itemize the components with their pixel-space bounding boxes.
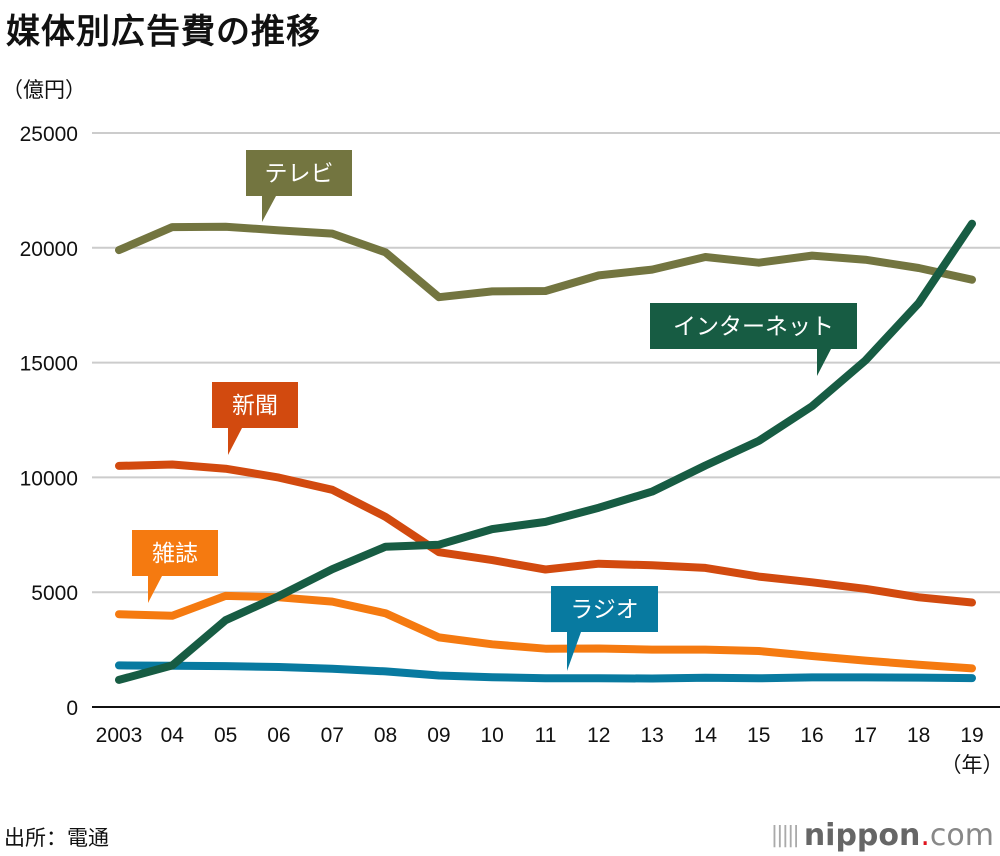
nippon-com-logo: ||||| nippon.com: [770, 818, 994, 853]
source-note: 出所：電通: [4, 826, 109, 850]
x-tick-label: 14: [694, 724, 718, 747]
callout-box: [246, 150, 352, 196]
callout-box: [551, 586, 658, 632]
x-tick-label: 12: [587, 724, 610, 747]
y-tick-label: 25000: [20, 123, 78, 146]
x-tick-label: 09: [427, 724, 450, 747]
series-label-1: インターネット: [673, 314, 834, 340]
x-tick-label: 18: [907, 724, 930, 747]
x-axis-unit-label: （年）: [941, 754, 1000, 777]
series-line-0: [115, 222, 976, 302]
series-label-2: 新聞: [232, 393, 278, 419]
callout-pointer: [262, 196, 276, 222]
series-line-4: [115, 661, 976, 683]
callout-pointer: [567, 632, 581, 671]
y-axis-unit-label: （億円）: [2, 78, 86, 102]
x-tick-label: 08: [374, 724, 397, 747]
callout-box: [212, 382, 298, 428]
series-label-3: 雑誌: [152, 541, 198, 567]
x-tick-label: 17: [854, 724, 877, 747]
series-line-2: [115, 460, 976, 607]
x-tick-label: 2003: [96, 724, 143, 747]
logo-bars-icon: |||||: [770, 823, 800, 848]
callout-box: [650, 303, 857, 349]
x-tick-label: 07: [321, 724, 344, 747]
callout-box: [132, 530, 218, 576]
y-tick-label: 10000: [20, 467, 78, 490]
series-label-0: テレビ: [265, 161, 334, 187]
x-tick-label: 11: [535, 724, 557, 747]
callout-pointer: [228, 428, 242, 455]
x-tick-label: 16: [800, 724, 823, 747]
y-tick-label: 15000: [20, 353, 78, 376]
series-label-4: ラジオ: [570, 597, 639, 623]
chart-title: 媒体別広告費の推移: [6, 12, 321, 52]
x-tick-label: 05: [214, 724, 237, 747]
callout-pointer: [148, 576, 162, 603]
x-tick-label: 10: [481, 724, 504, 747]
y-tick-label: 0: [66, 697, 78, 720]
y-tick-label: 5000: [31, 582, 78, 605]
x-tick-label: 04: [161, 724, 185, 747]
x-tick-label: 13: [640, 724, 663, 747]
callout-pointer: [817, 349, 831, 376]
x-tick-label: 19: [960, 724, 983, 747]
x-tick-label: 06: [267, 724, 290, 747]
y-tick-label: 20000: [20, 238, 78, 261]
x-tick-label: 15: [747, 724, 770, 747]
